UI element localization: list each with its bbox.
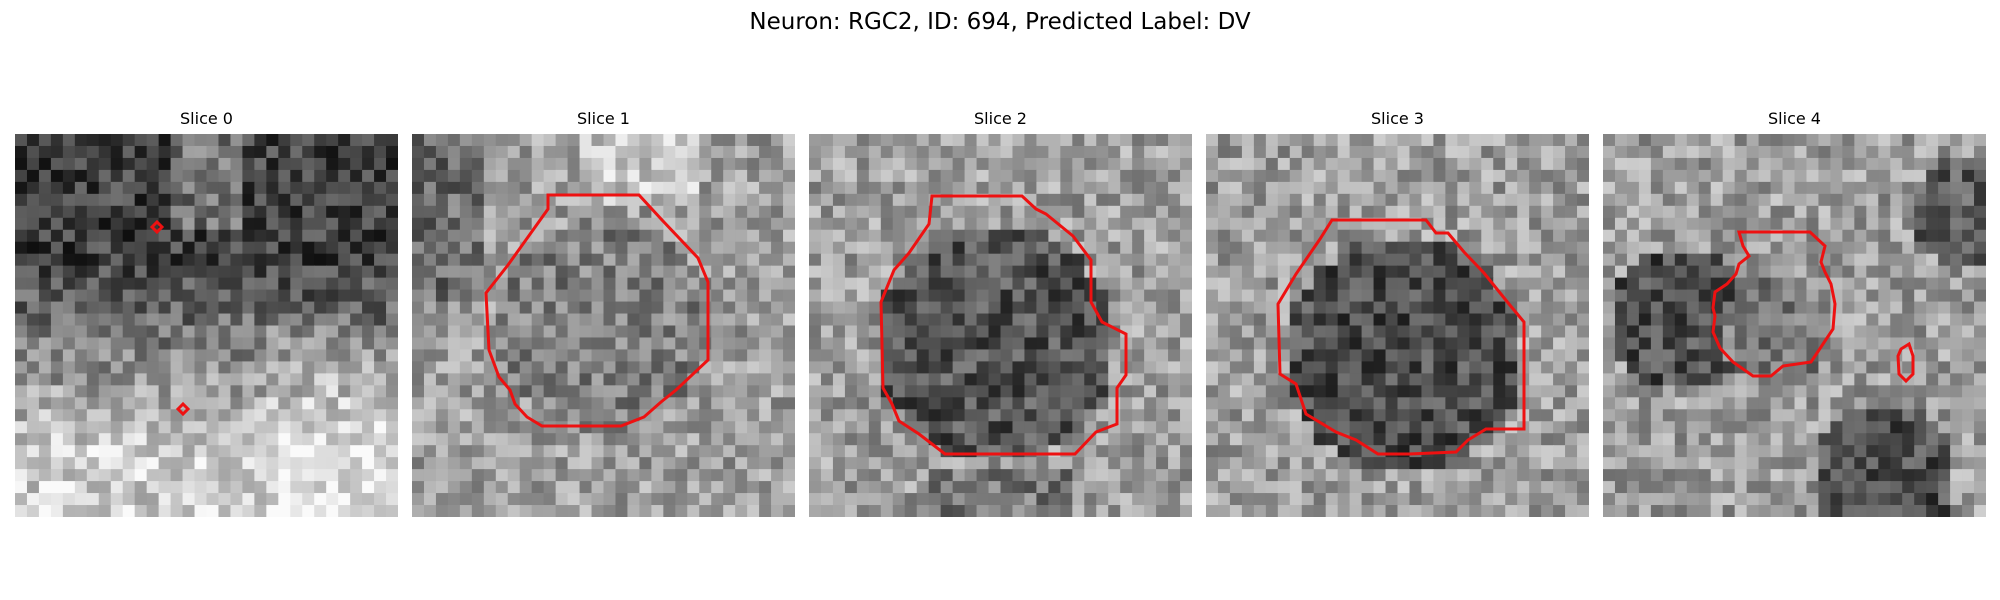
slice-panel-1: Slice 1 bbox=[412, 107, 795, 517]
pixel-grid-1 bbox=[412, 134, 795, 517]
roi-outline bbox=[149, 219, 165, 235]
roi-outline bbox=[1896, 341, 1915, 384]
slice-image-0 bbox=[15, 134, 398, 517]
slice-image-2 bbox=[809, 134, 1192, 517]
roi-outline bbox=[484, 193, 710, 428]
pixel-grid-3 bbox=[1206, 134, 1589, 517]
roi-outline bbox=[1276, 218, 1526, 456]
slice-title-0: Slice 0 bbox=[180, 109, 233, 128]
roi-outline bbox=[879, 194, 1128, 456]
slice-title-4: Slice 4 bbox=[1768, 109, 1821, 128]
slice-title-2: Slice 2 bbox=[974, 109, 1027, 128]
slice-panel-3: Slice 3 bbox=[1206, 107, 1589, 517]
slice-panel-4: Slice 4 bbox=[1603, 107, 1986, 517]
pixel-grid-4 bbox=[1603, 134, 1986, 517]
slice-title-1: Slice 1 bbox=[577, 109, 630, 128]
roi-outline bbox=[1711, 230, 1837, 378]
roi-outline bbox=[175, 401, 191, 417]
pixel-grid-2 bbox=[809, 134, 1192, 517]
slice-image-3 bbox=[1206, 134, 1589, 517]
slice-image-4 bbox=[1603, 134, 1986, 517]
slice-panel-2: Slice 2 bbox=[809, 107, 1192, 517]
pixel-grid-0 bbox=[15, 134, 398, 517]
slice-title-3: Slice 3 bbox=[1371, 109, 1424, 128]
slice-image-1 bbox=[412, 134, 795, 517]
figure-title: Neuron: RGC2, ID: 694, Predicted Label: … bbox=[749, 9, 1251, 35]
slice-panel-0: Slice 0 bbox=[15, 107, 398, 517]
